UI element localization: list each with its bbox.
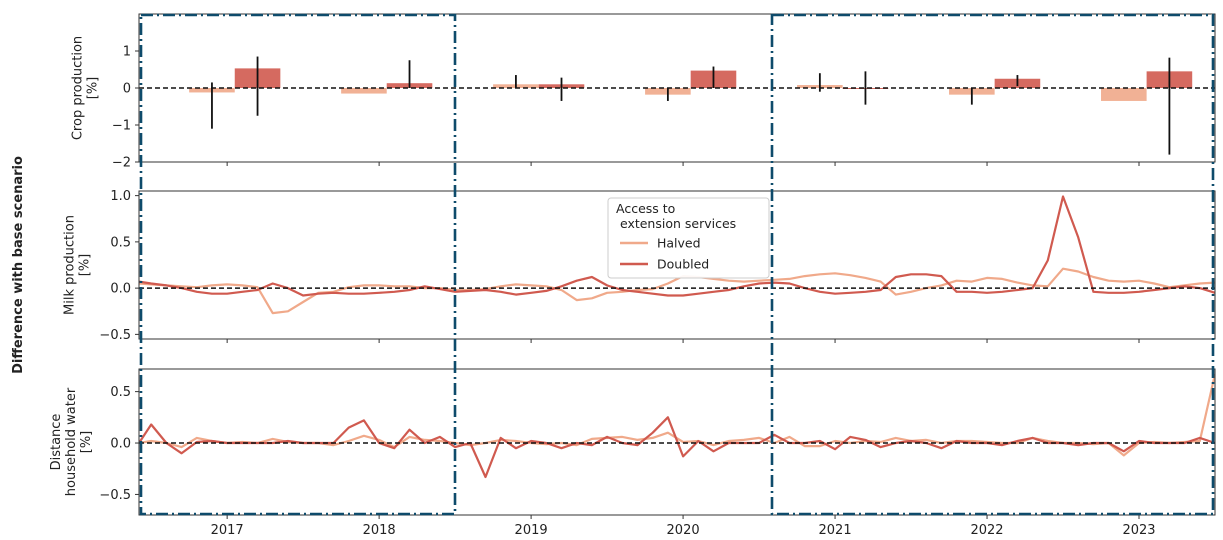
- legend-title-line: extension services: [616, 216, 736, 231]
- x-tick-label: 2022: [970, 523, 1003, 538]
- x-tick-label: 2019: [515, 523, 548, 538]
- highlight-boxes: [139, 13, 1215, 516]
- x-tick-label: 2018: [363, 523, 396, 538]
- y-axis-label-line: household water: [64, 387, 79, 496]
- legend-label-doubled: Doubled: [657, 257, 709, 272]
- highlight-box: [770, 13, 1215, 516]
- y-tick-label: 0.0: [110, 282, 131, 297]
- legend-title-line: Access to: [616, 201, 675, 216]
- y-axis-label: Distancehousehold water[%]: [49, 387, 94, 496]
- panel-crop: Crop production[%] −2 −1 0 1: [71, 13, 1216, 171]
- plot-area: [139, 373, 1215, 479]
- axes-frame: [138, 190, 1216, 340]
- y-axis-label-line: [%]: [86, 77, 101, 100]
- y-axis-label-line: Milk production: [63, 215, 78, 315]
- panel-water: Distancehousehold water[%] −0.5 0.0 0.5 2017…: [49, 368, 1216, 538]
- series-line-doubled: [139, 416, 1215, 479]
- y-tick-label: 0.5: [110, 385, 131, 400]
- shared-ylabel: Difference with base scenario: [11, 156, 26, 374]
- x-tick-label: 2021: [819, 523, 852, 538]
- legend-title: Access to extension services: [616, 201, 736, 231]
- y-tick-label: −2: [112, 156, 131, 171]
- y-tick-label: −0.5: [99, 328, 131, 343]
- y-axis-label: Crop production[%]: [71, 36, 101, 140]
- y-axis-label-line: [%]: [78, 254, 93, 277]
- highlight-box: [139, 13, 457, 516]
- legend-label-halved: Halved: [657, 236, 701, 251]
- y-tick-label: −0.5: [99, 488, 131, 503]
- y-tick-label: 0.0: [110, 437, 131, 452]
- y-tick-label: 0.5: [110, 235, 131, 250]
- axes-frame: [138, 368, 1216, 516]
- y-axis-label-line: [%]: [79, 431, 94, 454]
- legend: Access to extension services Halved Double…: [607, 197, 770, 279]
- axes-frame: [138, 13, 1216, 163]
- bar-halved: [1101, 88, 1147, 101]
- y-tick-label: 1: [123, 45, 131, 60]
- y-axis-label-line: Distance: [49, 414, 64, 471]
- legend-box: [607, 197, 770, 279]
- y-axis-label: Milk production[%]: [63, 215, 93, 315]
- plot-area: [189, 56, 1193, 155]
- x-tick-label: 2020: [667, 523, 700, 538]
- series-line-doubled: [139, 195, 1215, 297]
- x-tick-label: 2023: [1122, 523, 1155, 538]
- y-tick-label: 0: [123, 82, 131, 97]
- bar-halved: [341, 88, 387, 94]
- y-axis-label-line: Crop production: [71, 36, 86, 140]
- y-tick-label: 1.0: [110, 189, 131, 204]
- plot-area: [139, 195, 1215, 315]
- y-tick-label: −1: [112, 119, 131, 134]
- panel-milk: Milk production[%] −0.5 0.0 0.5 1.0: [63, 189, 1216, 343]
- x-tick-label: 2017: [211, 523, 244, 538]
